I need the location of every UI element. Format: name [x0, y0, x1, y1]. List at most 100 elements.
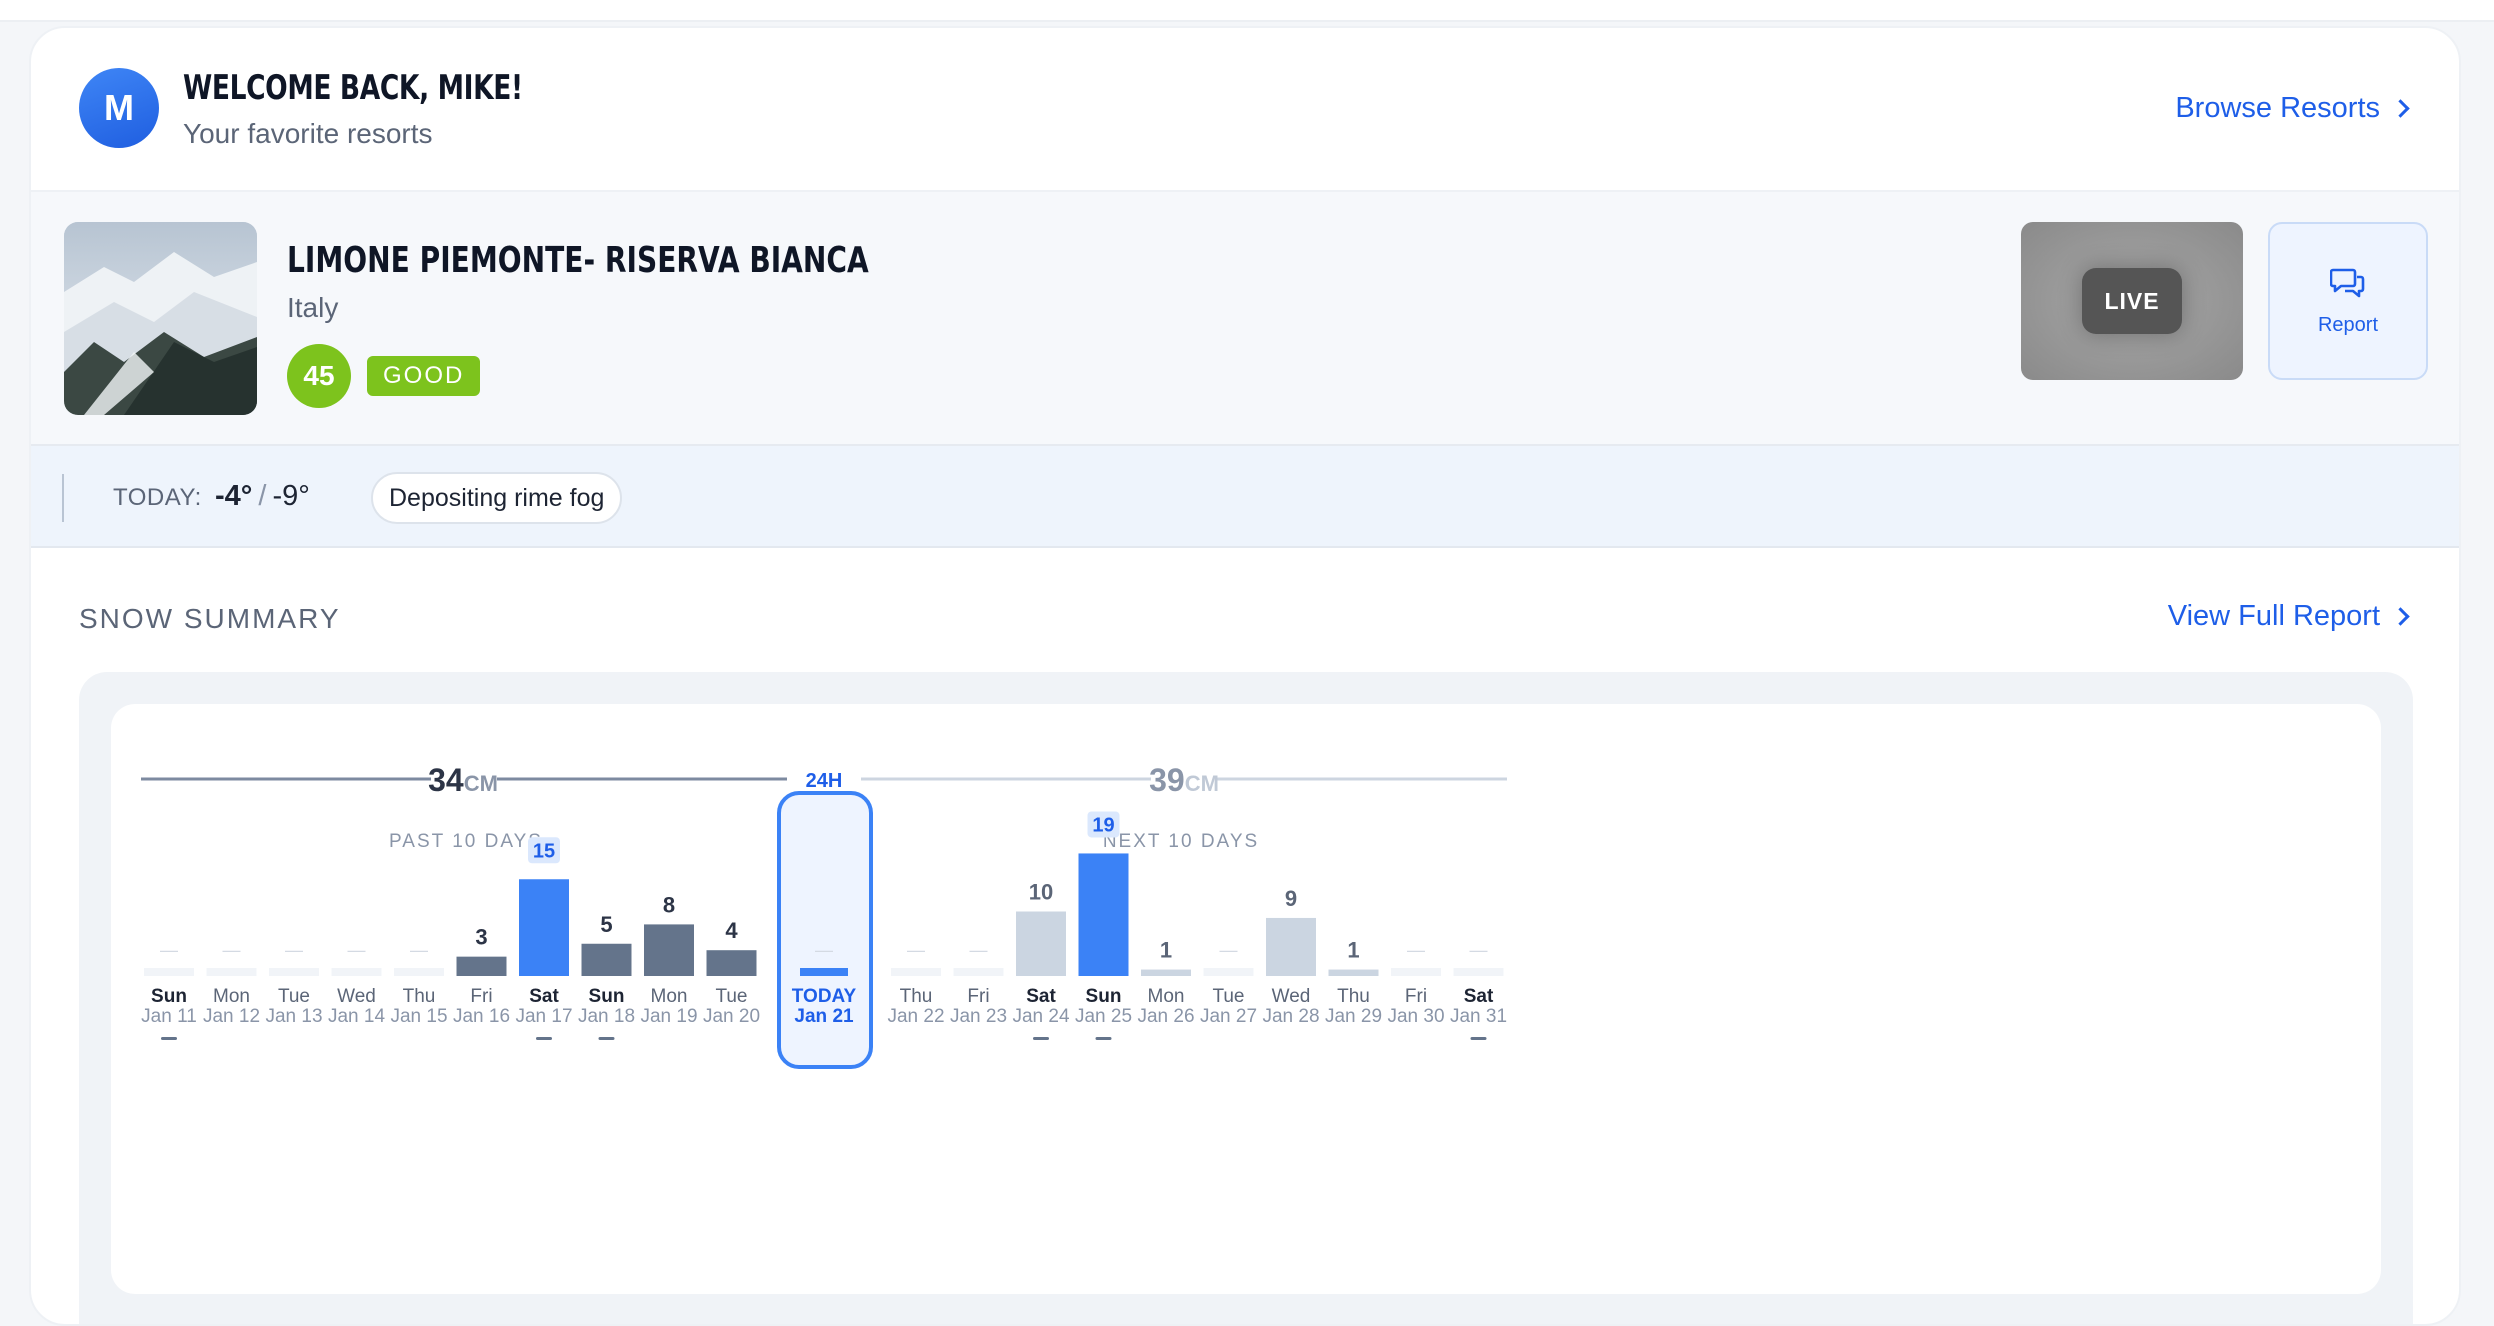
past-total: 34CM: [428, 762, 498, 798]
divider: [62, 474, 64, 522]
weekend-marker: [1470, 1037, 1487, 1040]
day-label: Fri: [470, 986, 492, 1007]
chevron-right-icon: [2391, 99, 2410, 118]
date-label: Jan 15: [390, 1006, 447, 1027]
rating-badge: GOOD: [367, 356, 481, 396]
day-label: Sat: [1464, 986, 1494, 1007]
bar-value-label: 1: [1347, 938, 1359, 963]
snow-bar: [394, 968, 444, 976]
bar-value-label: —: [160, 940, 178, 960]
snow-bar: [1078, 853, 1129, 976]
date-label: Jan 28: [1262, 1006, 1319, 1027]
weekend-marker: [536, 1037, 552, 1040]
welcome-title: WELCOME BACK, MIKE!: [183, 68, 523, 108]
today-low: -9°: [272, 480, 310, 512]
bar-value-badge: [528, 837, 560, 864]
bar-value-label: 3: [475, 925, 487, 950]
date-label: Jan 26: [1137, 1006, 1194, 1027]
date-label: Jan 19: [640, 1006, 697, 1027]
date-label: Jan 29: [1325, 1006, 1382, 1027]
date-label: Jan 30: [1387, 1006, 1444, 1027]
report-label: Report: [2317, 313, 2379, 336]
day-label: Sun: [151, 986, 187, 1007]
resort-name[interactable]: LIMONE PIEMONTE- RISERVA BIANCA: [287, 240, 869, 281]
chat-bubbles-icon: [2330, 268, 2365, 297]
bar-value-label: —: [1220, 940, 1238, 960]
view-full-report-label: View Full Report: [2167, 600, 2380, 632]
snow-bar: [1141, 969, 1191, 976]
bar-value-label: 10: [1029, 880, 1053, 905]
bar-value-label: 5: [600, 912, 612, 937]
snow-bar: [1391, 968, 1441, 976]
view-full-report-link[interactable]: View Full Report: [2167, 600, 2410, 633]
next-10-days-label: NEXT 10 DAYS: [1103, 831, 1259, 852]
snow-bar: [800, 968, 848, 976]
today-label: TODAY:: [113, 484, 202, 511]
date-label: Jan 11: [141, 1006, 197, 1027]
bar-value-badge: [1087, 811, 1120, 838]
chevron-right-icon: [2391, 607, 2410, 626]
day-label: Mon: [651, 986, 688, 1007]
day-label: Sun: [1086, 986, 1122, 1007]
live-webcam-button[interactable]: LIVE: [2021, 222, 2243, 380]
day-label: Wed: [1272, 986, 1311, 1007]
date-label: Jan 23: [950, 1006, 1007, 1027]
bar-value-label: —: [410, 940, 428, 960]
day-label: Mon: [1148, 986, 1185, 1007]
bar-value-label: 15: [533, 840, 555, 862]
day-label: Tue: [278, 986, 310, 1007]
snow-summary-panel: 34CM 24H 39CM PAST 10 DAYS NEXT 10 DAYS …: [79, 672, 2413, 1324]
bar-value-label: —: [223, 940, 241, 960]
weekend-marker: [1095, 1037, 1112, 1040]
snow-bar: [519, 879, 569, 976]
date-label: Jan 20: [703, 1006, 760, 1027]
bar-value-label: —: [815, 940, 833, 960]
date-label: Jan 22: [887, 1006, 944, 1027]
live-badge: LIVE: [2082, 268, 2182, 334]
day-label: Fri: [967, 986, 989, 1007]
date-label: Jan 12: [203, 1006, 260, 1027]
date-label: Jan 17: [515, 1006, 572, 1027]
resort-country: Italy: [287, 292, 339, 323]
weekend-marker: [161, 1037, 177, 1040]
bar-value-label: —: [1470, 940, 1488, 960]
snow-bar: [706, 950, 757, 976]
bar-value-label: 1: [1160, 938, 1172, 963]
day-label: Sat: [1026, 986, 1056, 1007]
favorites-card: M WELCOME BACK, MIKE! Your favorite reso…: [29, 26, 2461, 1326]
day-label: Sun: [589, 986, 625, 1007]
day-label: Wed: [337, 986, 376, 1007]
snow-bar-chart: 34CM 24H 39CM PAST 10 DAYS NEXT 10 DAYS …: [141, 762, 1507, 1069]
snow-bar: [1266, 917, 1316, 976]
today-column[interactable]: [777, 791, 873, 1069]
day-label: Thu: [403, 986, 436, 1007]
resort-row[interactable]: LIMONE PIEMONTE- RISERVA BIANCA Italy 45…: [31, 190, 2459, 446]
date-label: Jan 13: [265, 1006, 322, 1027]
snow-bar: [1328, 969, 1379, 976]
avatar[interactable]: M: [79, 68, 159, 148]
date-label: Jan 31: [1450, 1006, 1507, 1027]
resort-thumbnail[interactable]: [64, 222, 257, 415]
day-label: TODAY: [792, 986, 857, 1007]
top-strip: [0, 0, 2494, 22]
snow-bar: [144, 968, 194, 976]
date-label: Jan 16: [453, 1006, 510, 1027]
bar-value-label: 9: [1285, 886, 1297, 911]
snow-bar: [953, 968, 1004, 976]
snow-bar: [269, 968, 319, 976]
date-label: Jan 18: [578, 1006, 635, 1027]
snow-bar: [891, 968, 941, 976]
bar-value-label: 19: [1092, 814, 1114, 836]
snow-bar: [206, 968, 257, 976]
date-label: Jan 25: [1075, 1006, 1132, 1027]
date-label: Jan 24: [1012, 1006, 1069, 1027]
day-label: Tue: [1212, 986, 1244, 1007]
weather-condition-chip: Depositing rime fog: [371, 472, 623, 524]
day-label: Mon: [213, 986, 250, 1007]
report-button[interactable]: Report: [2268, 222, 2428, 380]
weekend-marker: [598, 1037, 615, 1040]
bar-value-label: —: [907, 940, 925, 960]
resort-score-badge: 45: [287, 344, 351, 408]
snow-summary-title: SNOW SUMMARY: [79, 603, 341, 634]
browse-resorts-link[interactable]: Browse Resorts: [2175, 92, 2410, 125]
